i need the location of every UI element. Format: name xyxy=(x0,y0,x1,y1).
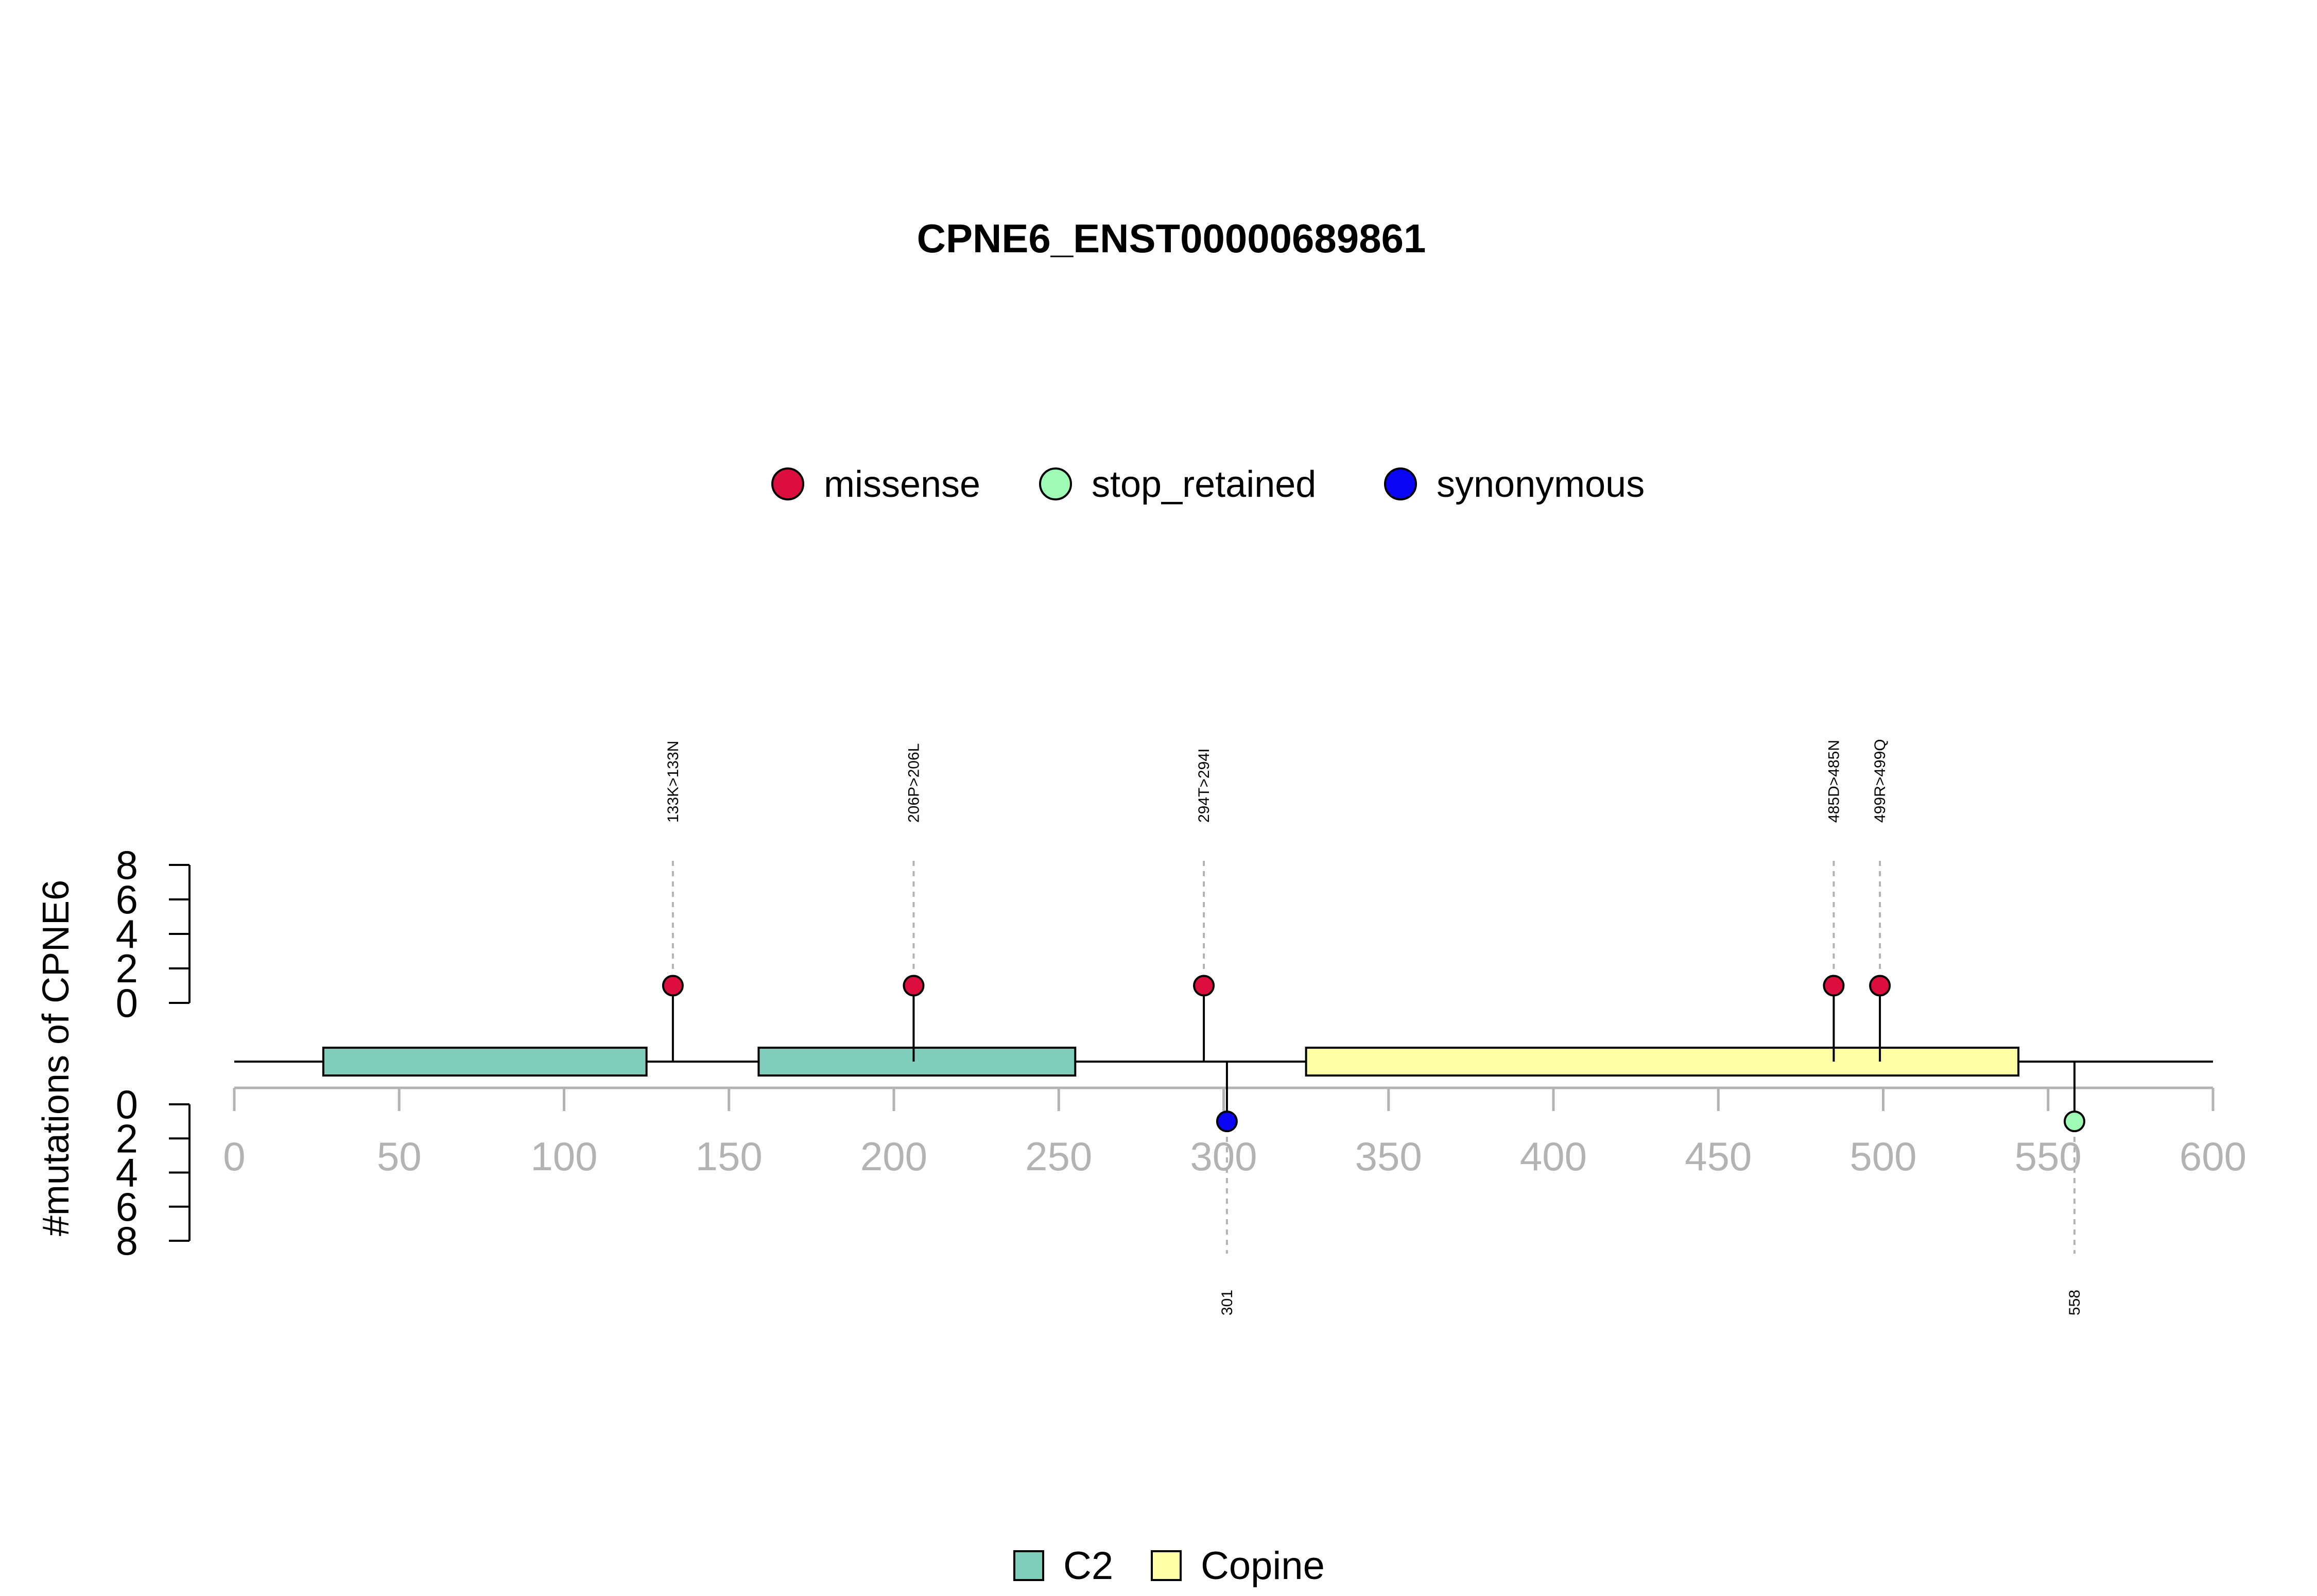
x-tick-label: 200 xyxy=(860,1134,927,1179)
mutation-legend: missense stop_retained synonymous xyxy=(771,464,1645,505)
protein-domains xyxy=(234,1047,2213,1077)
legend-copine-swatch xyxy=(1151,1550,1182,1581)
x-tick-label: 600 xyxy=(2180,1134,2246,1179)
x-tick-label: 150 xyxy=(696,1134,763,1179)
legend-synonymous-marker xyxy=(1384,467,1417,500)
y-lower-tick-label: 2 xyxy=(116,1116,138,1161)
y-upper-tick-label: 2 xyxy=(116,946,138,991)
x-tick-label: 300 xyxy=(1190,1134,1257,1179)
domain-legend: C2 Copine xyxy=(1013,1544,1325,1588)
domain-c2 xyxy=(757,1047,1077,1077)
y-lower-tick-label: 4 xyxy=(116,1150,138,1195)
legend-c2-swatch xyxy=(1013,1550,1044,1581)
x-tick-label: 50 xyxy=(377,1134,422,1179)
mutation-point-stop_retained xyxy=(2063,1111,2085,1133)
x-tick-label: 500 xyxy=(1849,1134,1916,1179)
x-tick-label: 350 xyxy=(1355,1134,1422,1179)
legend-c2-label: C2 xyxy=(1063,1544,1113,1588)
y-upper-tick-label: 0 xyxy=(116,980,138,1026)
y-upper-tick-label: 8 xyxy=(116,842,138,888)
mutation-point-missense xyxy=(1869,975,1891,997)
mutation-point-missense xyxy=(903,975,925,997)
mutation-point-missense xyxy=(1193,975,1215,997)
mutation-label: 485D>485N xyxy=(1825,740,1842,823)
mutation-label: 133K>133N xyxy=(665,741,682,823)
y-lower-tick-label: 0 xyxy=(116,1082,138,1127)
y-upper-tick-label: 6 xyxy=(116,877,138,922)
x-tick-label: 0 xyxy=(223,1134,245,1179)
y-lower-tick-label: 6 xyxy=(116,1184,138,1229)
mutation-point-synonymous xyxy=(1216,1111,1238,1133)
mutation-lollipops: 133K>133N 206P>206L 294T>294I 485D>485N 499R… xyxy=(662,739,2085,1315)
legend-missense-label: missense xyxy=(824,464,980,505)
x-tick-label: 550 xyxy=(2015,1134,2082,1179)
mutation-point-missense xyxy=(662,975,684,997)
mutation-label: 206P>206L xyxy=(905,743,922,823)
y-lower-tick-label: 8 xyxy=(116,1218,138,1263)
mutation-label: 558 xyxy=(2066,1290,2083,1315)
y-axis-label: #mutations of CPNE6 xyxy=(36,880,77,1236)
legend-copine-label: Copine xyxy=(1201,1544,1325,1588)
mutation-point-missense xyxy=(1823,975,1845,997)
y-upper-tick-label: 4 xyxy=(116,911,138,957)
x-tick-label: 100 xyxy=(530,1134,597,1179)
legend-stop_retained-label: stop_retained xyxy=(1092,464,1316,505)
x-tick-label: 250 xyxy=(1025,1134,1092,1179)
domain-c2 xyxy=(322,1047,648,1077)
x-tick-label: 450 xyxy=(1685,1134,1752,1179)
domain-copine xyxy=(1305,1047,2020,1077)
chart-title: CPNE6_ENST00000689861 xyxy=(917,216,1426,261)
mutation-label: 499R>499Q xyxy=(1872,739,1889,823)
legend-missense-marker xyxy=(771,467,804,500)
mutation-label: 301 xyxy=(1219,1290,1236,1315)
legend-stop_retained-marker xyxy=(1039,467,1072,500)
x-axis: 0 50 100 150 200 250 300 350 400 450 500 550 600 xyxy=(223,1086,2246,1179)
x-tick-label: 400 xyxy=(1520,1134,1587,1179)
legend-synonymous-label: synonymous xyxy=(1437,464,1645,505)
mutation-label: 294T>294I xyxy=(1196,749,1213,823)
